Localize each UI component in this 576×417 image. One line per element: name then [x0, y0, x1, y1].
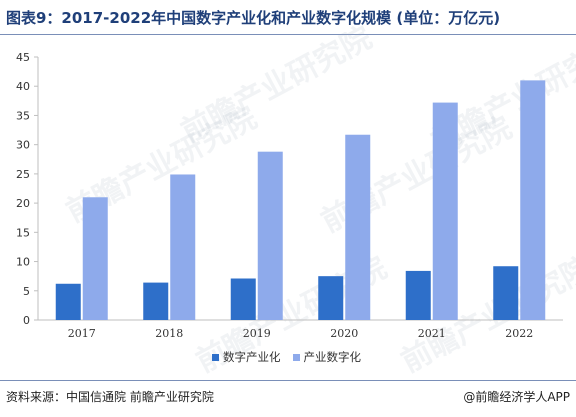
title-divider	[0, 34, 576, 35]
legend-item-series2: 产业数字化	[292, 349, 362, 365]
bar-series2	[257, 151, 283, 320]
y-tick-label: 40	[16, 80, 30, 93]
bar-series1	[230, 278, 256, 320]
chart-legend: 数字产业化 产业数字化	[212, 349, 361, 365]
legend-label-series2: 产业数字化	[303, 350, 362, 364]
bar-series2	[520, 80, 546, 320]
legend-item-series1: 数字产业化	[212, 349, 281, 365]
bar-series1	[143, 282, 169, 320]
chart-title: 图表9：2017-2022年中国数字产业化和产业数字化规模 (单位：万亿元)	[6, 9, 501, 27]
chart-bars	[55, 80, 546, 320]
footer-divider	[0, 380, 576, 381]
chart-axes	[34, 56, 563, 321]
y-tick-label: 0	[23, 314, 30, 327]
y-tick-label: 5	[23, 285, 30, 298]
legend-label-series1: 数字产业化	[223, 350, 281, 364]
x-axis-labels: 2017 2018 2019 2020 2021 2022	[68, 327, 534, 340]
x-tick-label: 2017	[68, 327, 96, 340]
bar-series1	[55, 283, 81, 320]
x-tick-label: 2020	[330, 327, 358, 340]
bar-series2	[432, 102, 458, 320]
bar-series2	[345, 134, 371, 320]
y-tick-label: 25	[16, 168, 30, 181]
y-tick-label: 35	[16, 109, 30, 122]
y-tick-label: 10	[16, 256, 30, 269]
y-tick-label: 20	[16, 197, 30, 210]
y-tick-label: 15	[16, 226, 30, 239]
x-tick-label: 2018	[155, 327, 183, 340]
y-axis-labels: 0 5 10 15 20 25 30 35 40 45	[16, 51, 30, 327]
brand-credit: @前瞻经济学人APP	[463, 390, 570, 404]
y-tick-label: 30	[16, 139, 30, 152]
y-tick-label: 45	[16, 51, 30, 64]
x-tick-label: 2021	[418, 327, 446, 340]
x-tick-label: 2019	[243, 327, 271, 340]
bar-series2	[82, 197, 108, 320]
bar-series1	[493, 266, 519, 320]
legend-swatch-series1	[212, 353, 219, 361]
x-tick-label: 2022	[505, 327, 533, 340]
bar-series1	[318, 276, 344, 320]
source-note: 资料来源：中国信通院 前瞻产业研究院	[6, 390, 214, 404]
bar-series2	[170, 174, 196, 320]
legend-swatch-series2	[292, 353, 300, 361]
bar-series1	[405, 270, 431, 320]
